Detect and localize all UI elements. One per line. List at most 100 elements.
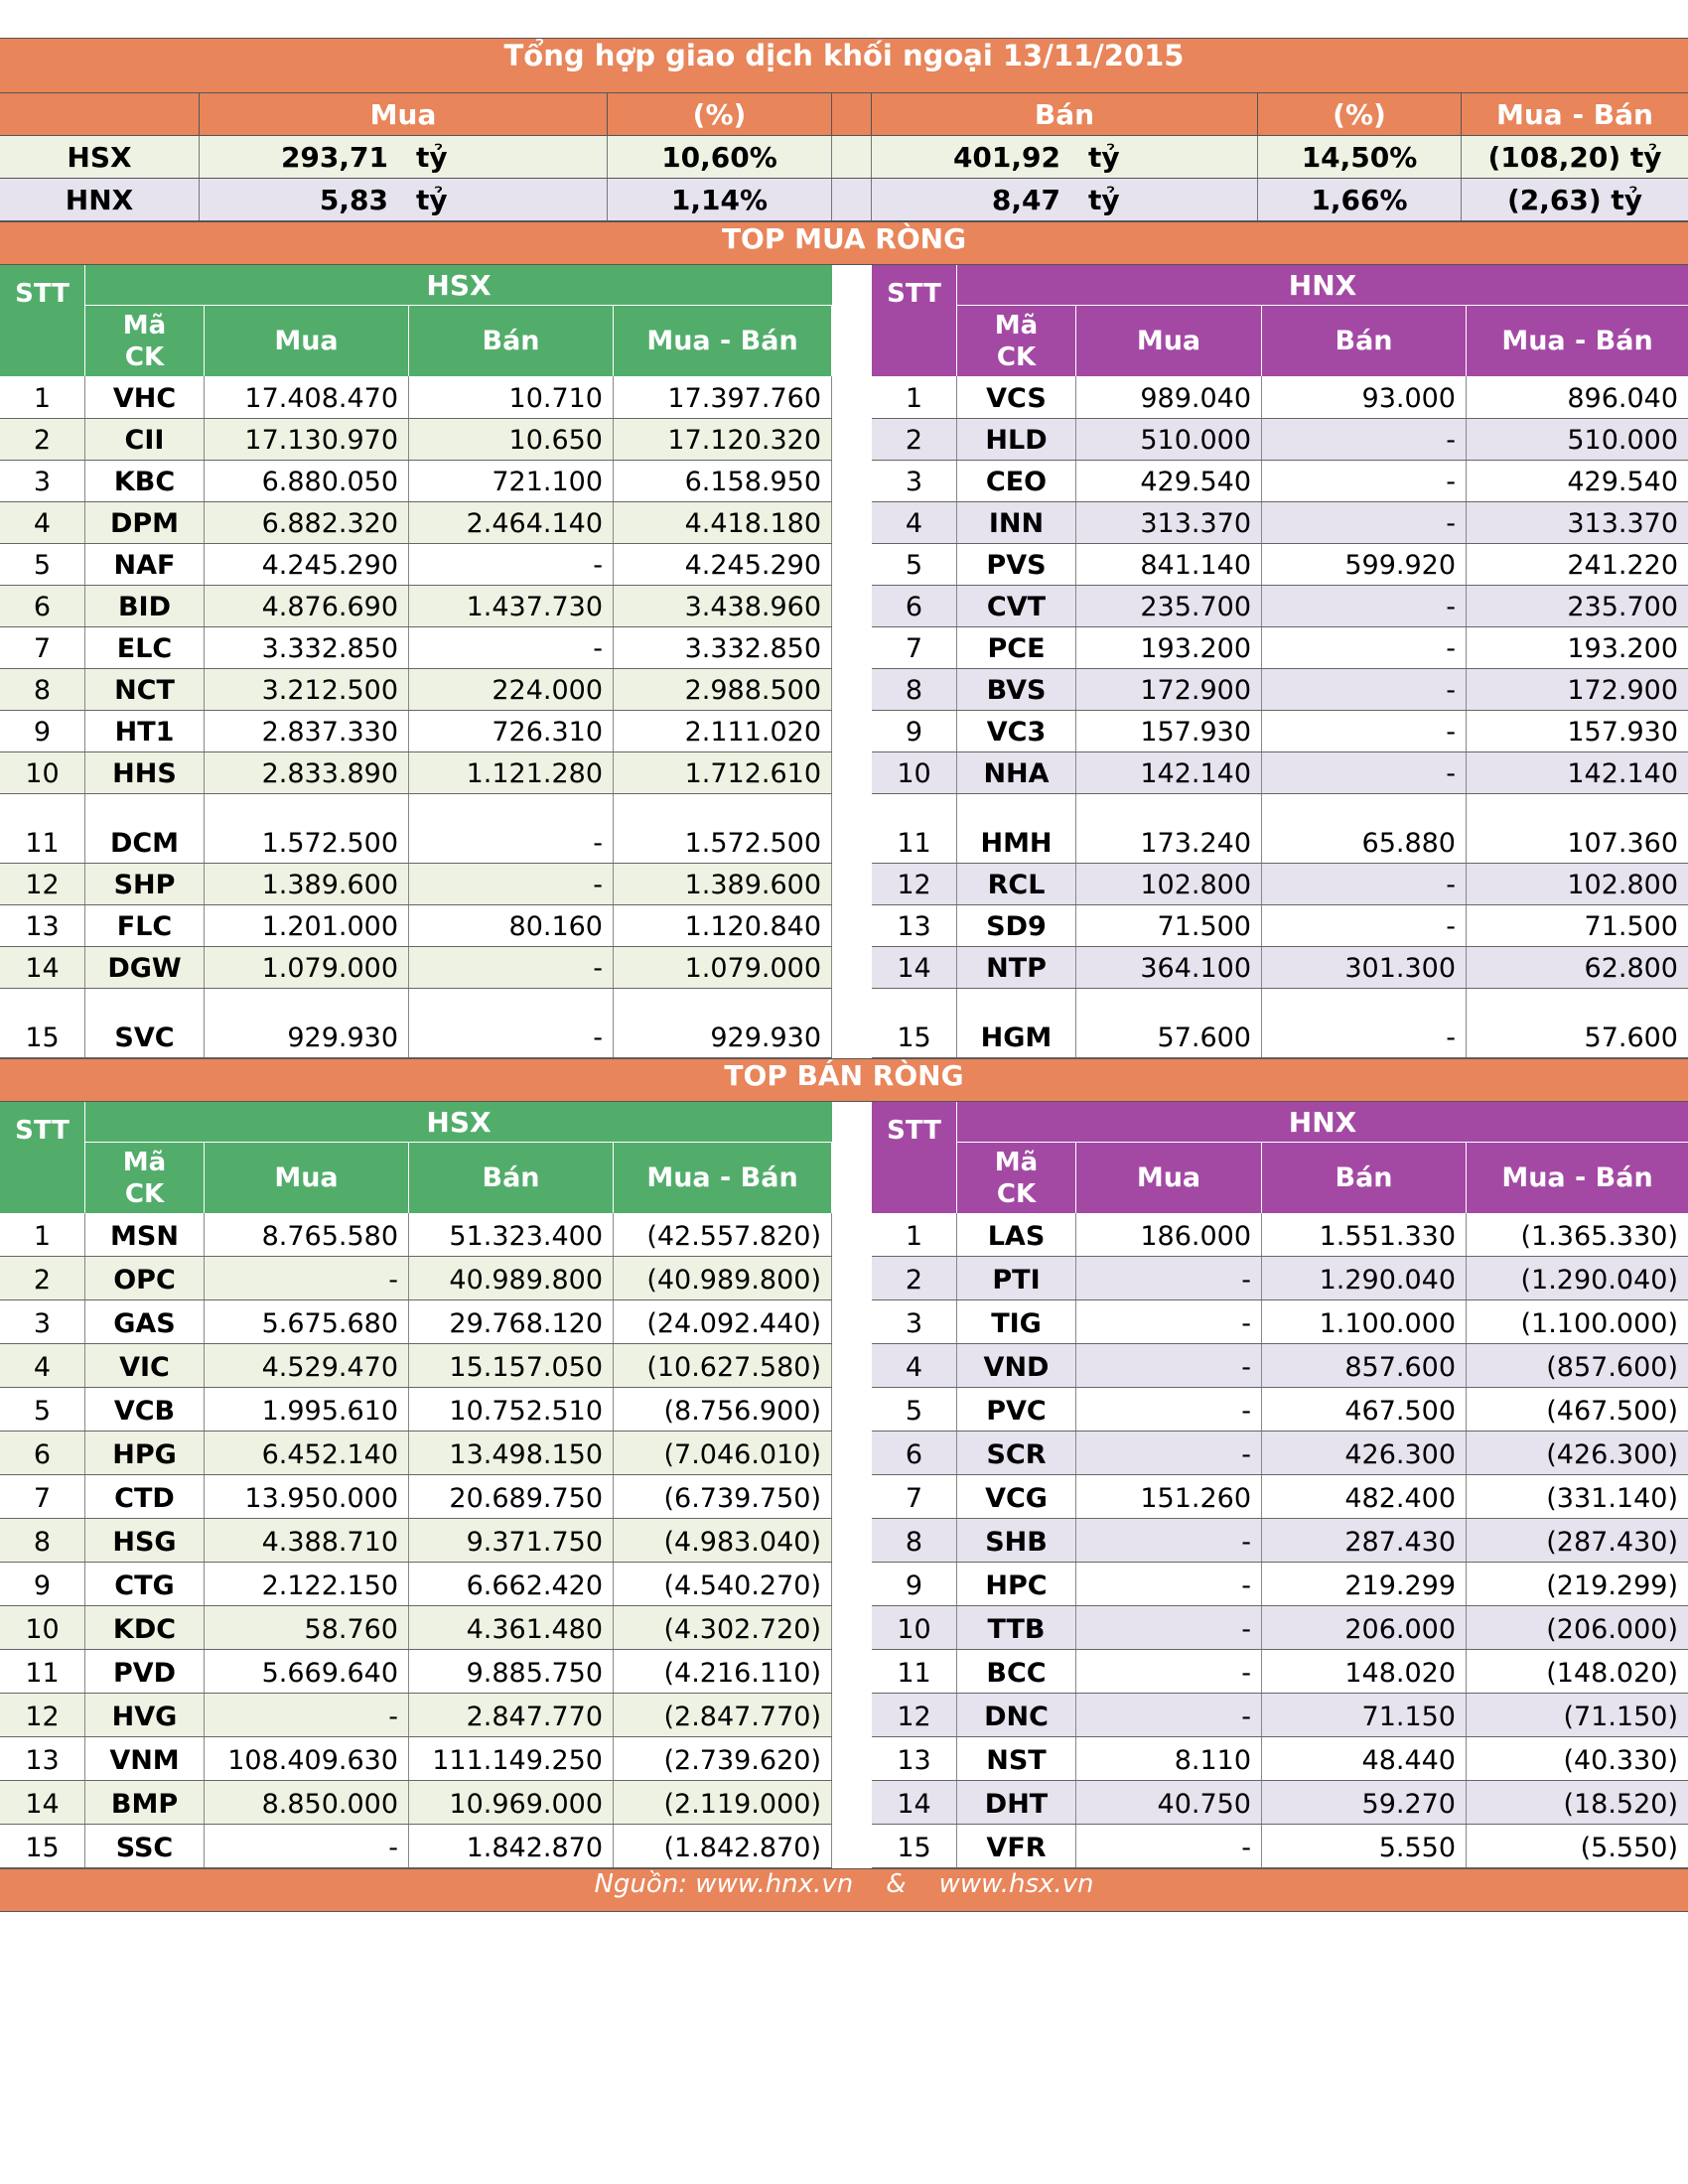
cell-net: 71.500 bbox=[1584, 911, 1678, 942]
cell-mua: - bbox=[1076, 1432, 1262, 1474]
summary-net: (2,63) tỷ bbox=[1506, 183, 1643, 216]
cell-stt: 15 bbox=[872, 989, 957, 1057]
summary-ban-unit: tỷ bbox=[1088, 140, 1120, 174]
top-sell-hnx-table: 1 LAS 186.000 1.551.330 (1.365.330) 2 PTI -1.29… bbox=[872, 1213, 1688, 1868]
cell-mua: 17.408.470 bbox=[205, 376, 409, 418]
table-row: 7 ELC 3.332.850-3.332.850 bbox=[0, 627, 832, 669]
cell-net: (148.020) bbox=[1546, 1658, 1678, 1689]
top-buy-hnx-table: 1 VCS 989.040 93.000 896.040 2 HLD 510.000-510.… bbox=[872, 376, 1688, 1058]
table-row: 10 KDC 58.760 4.361.480 (4.302.720) bbox=[0, 1606, 832, 1650]
cell-net: (40.330) bbox=[1563, 1745, 1678, 1776]
summary-pct2-header: (%) bbox=[1258, 93, 1462, 135]
summary-gap-header bbox=[832, 93, 872, 135]
cell-net: (331.140) bbox=[1546, 1483, 1678, 1514]
cell-net: 241.220 bbox=[1567, 550, 1678, 581]
cell-ban: 9.885.750 bbox=[409, 1650, 614, 1693]
cell-ticker: SSC bbox=[85, 1825, 205, 1867]
cell-stt: 1 bbox=[872, 1213, 957, 1256]
cell-ban: 48.440 bbox=[1262, 1737, 1467, 1780]
cell-stt: 11 bbox=[872, 1650, 957, 1693]
cell-ban: 1.121.280 bbox=[409, 752, 614, 793]
cell-ticker: VIC bbox=[85, 1344, 205, 1387]
cell-ticker: INN bbox=[957, 502, 1076, 543]
cell-stt: 3 bbox=[872, 461, 957, 501]
cell-ticker: HSG bbox=[85, 1519, 205, 1562]
cell-ban: 2.464.140 bbox=[409, 502, 614, 543]
cell-ticker: CTD bbox=[85, 1475, 205, 1518]
table-row: 2 OPC -40.989.800 (40.989.800) bbox=[0, 1257, 832, 1300]
cell-stt: 14 bbox=[0, 947, 85, 988]
cell-mua: 8.765.580 bbox=[205, 1213, 409, 1256]
cell-net: 62.800 bbox=[1584, 953, 1678, 984]
stt-header: STT bbox=[0, 265, 85, 376]
hnx-header: HNX bbox=[957, 1102, 1688, 1143]
top-sell-hnx-header: STT HNX Mã CK Mua Bán Mua - Bán bbox=[872, 1102, 1688, 1213]
sheet-title-bar: Tổng hợp giao dịch khối ngoại 13/11/2015 bbox=[0, 38, 1688, 93]
cell-net: 2.111.020 bbox=[614, 711, 832, 751]
cell-stt: 1 bbox=[872, 376, 957, 418]
cell-stt: 14 bbox=[872, 947, 957, 988]
cell-net: 107.360 bbox=[1567, 828, 1678, 859]
cell-ban: 40.989.800 bbox=[409, 1257, 614, 1299]
table-row: 8 SHB -287.430 (287.430) bbox=[872, 1519, 1688, 1563]
cell-stt: 8 bbox=[0, 669, 85, 710]
cell-ticker: NCT bbox=[85, 669, 205, 710]
cell-ban: - bbox=[1262, 989, 1467, 1057]
cell-ticker: KBC bbox=[85, 461, 205, 501]
table-row: 2 HLD 510.000-510.000 bbox=[872, 419, 1688, 461]
table-row: 9 VC3 157.930-157.930 bbox=[872, 711, 1688, 752]
cell-net: (1.100.000) bbox=[1520, 1308, 1678, 1339]
cell-stt: 12 bbox=[872, 1694, 957, 1736]
table-row: 13 FLC 1.201.000 80.160 1.120.840 bbox=[0, 905, 832, 947]
table-row: 2 PTI -1.290.040 (1.290.040) bbox=[872, 1257, 1688, 1300]
cell-ticker: BVS bbox=[957, 669, 1076, 710]
cell-mua: - bbox=[1076, 1344, 1262, 1387]
table-row: 5 VCB 1.995.610 10.752.510 (8.756.900) bbox=[0, 1388, 832, 1432]
cell-ban: - bbox=[1262, 864, 1467, 904]
cell-ban: 65.880 bbox=[1262, 794, 1467, 863]
cell-mua: 6.880.050 bbox=[205, 461, 409, 501]
cell-ticker: NST bbox=[957, 1737, 1076, 1780]
summary-mua-unit: tỷ bbox=[416, 183, 448, 216]
table-row: 12 RCL 102.800-102.800 bbox=[872, 864, 1688, 905]
cell-ticker: HMH bbox=[957, 794, 1076, 863]
cell-ticker: RCL bbox=[957, 864, 1076, 904]
cell-stt: 12 bbox=[0, 1694, 85, 1736]
cell-ban: 206.000 bbox=[1262, 1606, 1467, 1649]
cell-ticker: SD9 bbox=[957, 905, 1076, 946]
table-row: 10 HHS 2.833.890 1.121.280 1.712.610 bbox=[0, 752, 832, 794]
summary-mua-cell: 293,71 tỷ bbox=[200, 136, 608, 178]
cell-mua: - bbox=[1076, 1388, 1262, 1431]
cell-mua: 364.100 bbox=[1076, 947, 1262, 988]
summary-mua-pct: 1,14% bbox=[608, 179, 832, 220]
cell-ban: - bbox=[1262, 711, 1467, 751]
top-buy-hsx-header: STT HSX Mã CK Mua Bán Mua - Bán bbox=[0, 265, 832, 376]
ban-header: Bán bbox=[1262, 1143, 1467, 1213]
table-row: 7 VCG 151.260 482.400 (331.140) bbox=[872, 1475, 1688, 1519]
cell-net: (71.150) bbox=[1563, 1702, 1678, 1732]
ban-header: Bán bbox=[409, 306, 614, 376]
summary-net: (108,20) tỷ bbox=[1487, 140, 1662, 174]
table-row: 1 VCS 989.040 93.000 896.040 bbox=[872, 376, 1688, 419]
cell-mua: 313.370 bbox=[1076, 502, 1262, 543]
cell-ban: 10.969.000 bbox=[409, 1781, 614, 1824]
cell-net: (4.302.720) bbox=[614, 1606, 832, 1649]
cell-net: 4.418.180 bbox=[614, 502, 832, 543]
summary-mua-value: 293,71 bbox=[280, 140, 388, 174]
cell-mua: 6.452.140 bbox=[205, 1432, 409, 1474]
cell-mua: 4.529.470 bbox=[205, 1344, 409, 1387]
cell-mua: 142.140 bbox=[1076, 752, 1262, 793]
cell-stt: 8 bbox=[0, 1519, 85, 1562]
cell-ticker: HGM bbox=[957, 989, 1076, 1057]
cell-net: (7.046.010) bbox=[614, 1432, 832, 1474]
cell-stt: 3 bbox=[0, 461, 85, 501]
table-row: 6 BID 4.876.690 1.437.730 3.438.960 bbox=[0, 586, 832, 627]
cell-ticker: OPC bbox=[85, 1257, 205, 1299]
cell-ban: - bbox=[1262, 905, 1467, 946]
cell-mua: - bbox=[205, 1257, 409, 1299]
cell-ticker: BCC bbox=[957, 1650, 1076, 1693]
table-row: 5 PVS 841.140 599.920 241.220 bbox=[872, 544, 1688, 586]
cell-mua: 3.332.850 bbox=[205, 627, 409, 668]
cell-ticker: BMP bbox=[85, 1781, 205, 1824]
cell-ban: - bbox=[1262, 502, 1467, 543]
